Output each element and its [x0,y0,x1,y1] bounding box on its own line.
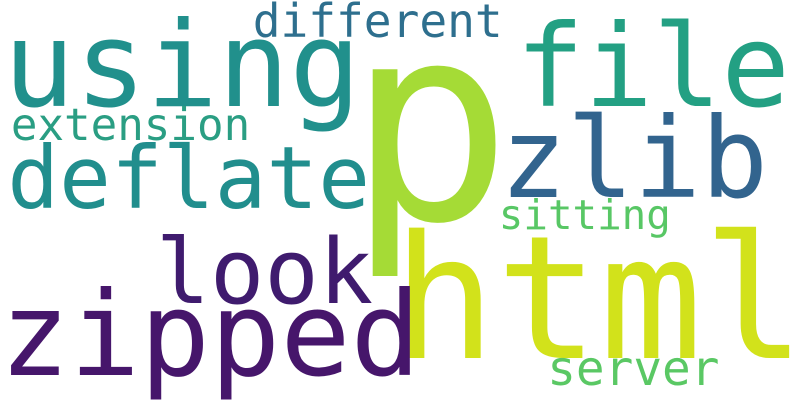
word-file: file [515,0,790,134]
word-html: html [392,200,800,400]
word-p: p [347,0,513,284]
word-different: different [252,0,503,49]
word-zipped: zipped [0,266,421,400]
word-using: using [3,0,361,136]
word-extension: extension [10,100,251,152]
word-sitting: sitting [498,190,671,239]
word-look: look [155,220,374,325]
word-zlib: zlib [499,94,769,224]
word-deflate: deflate [7,128,371,229]
word-server: server [547,342,720,398]
